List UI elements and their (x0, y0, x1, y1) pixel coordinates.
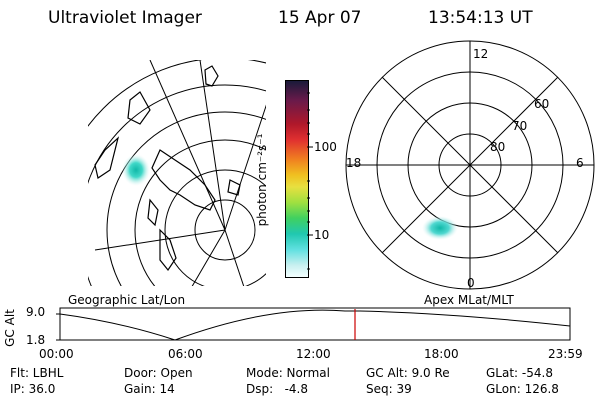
timeline-xtick-2359: 23:59 (548, 347, 583, 361)
timeline-ytick-low: 1.8 (26, 333, 46, 347)
timeline-xtick-1200: 12:00 (296, 347, 331, 361)
mlt-label-18: 18 (346, 156, 362, 170)
emission-spot-geo (122, 154, 150, 186)
info-filter: Flt: LBHL (10, 366, 64, 380)
emission-spot-polar (422, 216, 458, 240)
colorbar-tick-10: 10 (314, 228, 330, 242)
mlt-label-0: 0 (467, 276, 475, 290)
lat-label-60: 60 (534, 97, 550, 111)
info-door: Door: Open (124, 366, 193, 380)
timeline-xtick-0600: 06:00 (168, 347, 203, 361)
mlt-label-12: 12 (473, 47, 489, 61)
instrument-title: Ultraviolet Imager (48, 8, 202, 28)
info-dsp: Dsp: -4.8 (246, 382, 309, 396)
info-seq: Seq: 39 (366, 382, 412, 396)
right-panel-label: Apex MLat/MLT (424, 293, 514, 307)
time-label: 13:54:13 UT (428, 8, 533, 28)
info-gc-alt: GC Alt: 9.0 Re (366, 366, 450, 380)
mlt-label-6: 6 (576, 156, 584, 170)
timeline-xtick-1800: 18:00 (424, 347, 459, 361)
timeline-xtick-0000: 00:00 (39, 347, 74, 361)
timeline-ytick-high: 9.0 (26, 305, 46, 319)
info-ip: IP: 36.0 (10, 382, 56, 396)
left-panel-label: Geographic Lat/Lon (68, 293, 186, 307)
info-glat: GLat: -54.8 (486, 366, 553, 380)
info-mode: Mode: Normal (246, 366, 330, 380)
date-label: 15 Apr 07 (278, 8, 362, 28)
colorbar-tick-100: 100 (314, 140, 337, 154)
lat-label-70: 70 (512, 119, 528, 133)
lat-label-80: 80 (490, 140, 506, 154)
info-glon: GLon: 126.8 (486, 382, 559, 396)
info-gain: Gain: 14 (124, 382, 175, 396)
colorbar (285, 80, 309, 278)
